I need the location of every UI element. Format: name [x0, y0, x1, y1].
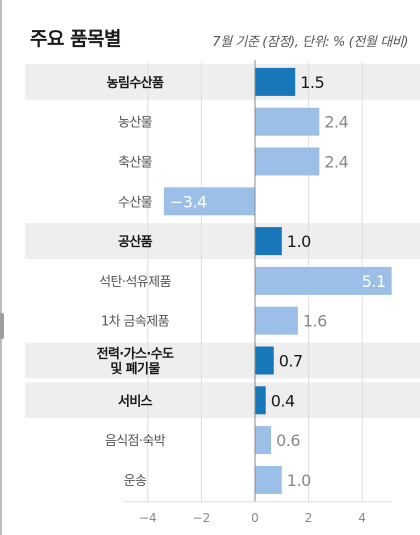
category-label: 전력·가스·수도 및 폐기물 — [97, 346, 174, 377]
left-edge-line — [0, 0, 2, 535]
bar — [255, 147, 320, 176]
value-label: 1.6 — [303, 312, 327, 331]
category-label: 1차 금속제품 — [101, 315, 170, 330]
chart-title: 주요 품목별 — [30, 28, 122, 50]
x-tick-label: −2 — [193, 511, 211, 525]
category-label: 석탄·석유제품 — [99, 275, 171, 290]
group-band — [25, 382, 420, 419]
value-label: 1.0 — [287, 232, 311, 251]
bar — [255, 107, 320, 136]
value-label: 0.4 — [271, 391, 295, 410]
category-label: 공산품 — [118, 234, 153, 250]
x-tick-label: 0 — [251, 511, 259, 525]
bar — [255, 346, 274, 375]
value-label: 2.4 — [324, 113, 348, 132]
group-band — [25, 223, 420, 259]
category-label: 농림수산품 — [107, 75, 164, 91]
value-label: 1.5 — [300, 73, 324, 92]
x-tick-label: 2 — [305, 511, 313, 525]
bar — [255, 426, 272, 455]
x-tick-label: −4 — [139, 511, 157, 525]
group-band — [25, 342, 420, 379]
value-label: 2.4 — [324, 153, 348, 172]
category-label: 축산물 — [118, 156, 153, 171]
category-label: 운송 — [124, 474, 147, 489]
value-label: 1.0 — [287, 471, 311, 490]
category-label: 음식점·숙박 — [105, 434, 166, 449]
left-edge-marker — [0, 313, 4, 339]
bar — [255, 386, 266, 415]
bar — [255, 227, 282, 256]
value-label: 0.7 — [279, 352, 303, 371]
bar — [255, 306, 298, 335]
category-label: 농산물 — [118, 116, 153, 131]
x-tick-label: 4 — [358, 511, 366, 525]
bar — [163, 187, 255, 216]
value-label: −3.4 — [170, 192, 207, 211]
group-band — [25, 64, 420, 100]
value-label: 0.6 — [276, 431, 300, 450]
category-label: 수산물 — [118, 195, 153, 210]
value-label: 5.1 — [362, 272, 386, 291]
bar — [255, 67, 296, 96]
category-label: 서비스 — [118, 394, 153, 409]
bar — [255, 465, 282, 494]
bar — [255, 266, 392, 295]
chart-note: 7월 기준 (잠정), 단위: % (전월 대비) — [212, 35, 408, 50]
